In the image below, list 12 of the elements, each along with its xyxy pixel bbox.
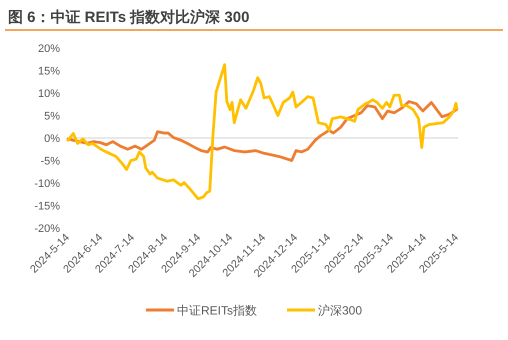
legend-label: 中证REITs指数 xyxy=(176,304,257,318)
y-tick-label: 10% xyxy=(38,88,60,100)
legend-label: 沪深300 xyxy=(318,304,362,318)
y-tick-label: 15% xyxy=(38,66,60,78)
y-tick-label: 0% xyxy=(44,133,60,145)
y-tick-label: -20% xyxy=(34,223,60,235)
y-tick-label: 20% xyxy=(38,43,60,55)
y-tick-label: 5% xyxy=(44,110,60,122)
y-tick-label: -5% xyxy=(40,156,60,168)
y-tick-label: -15% xyxy=(34,200,60,212)
y-tick-label: -10% xyxy=(34,178,60,190)
chart-title: 图 6：中证 REITs 指数对比沪深 300 xyxy=(8,8,250,26)
